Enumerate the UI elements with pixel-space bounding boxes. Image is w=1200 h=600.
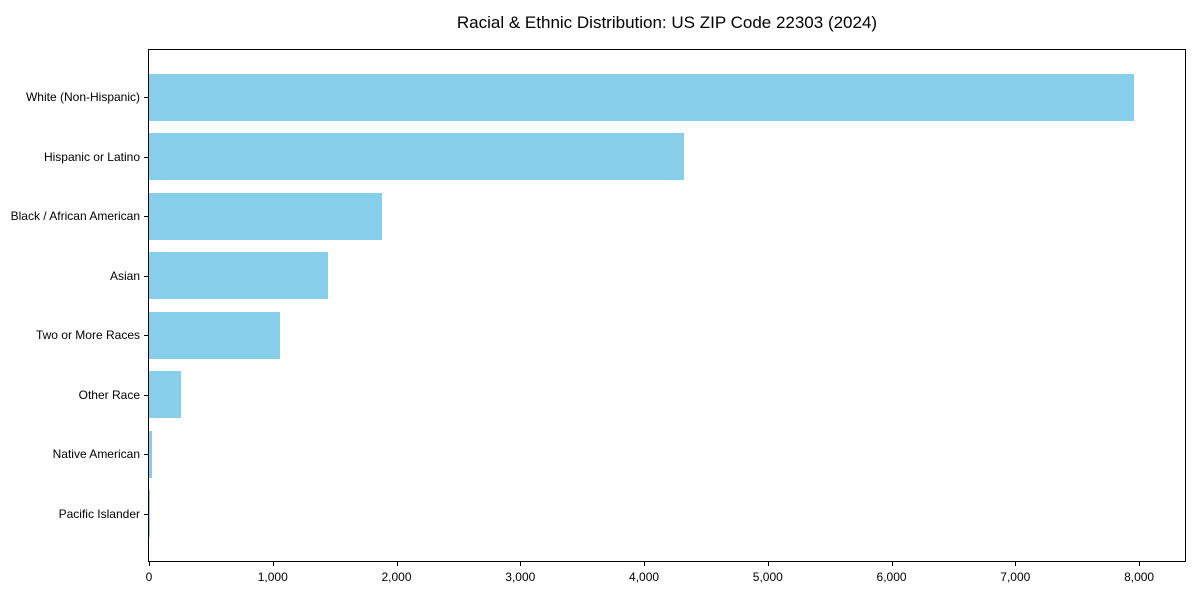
y-axis-tick	[144, 394, 148, 396]
x-axis-tick	[1139, 562, 1141, 566]
x-axis-tick	[149, 562, 150, 566]
y-tick-label-pacific-islander: Pacific Islander	[58, 506, 140, 521]
y-axis-tick	[144, 97, 148, 98]
x-axis-tick	[396, 562, 398, 566]
bar-asian	[149, 252, 329, 299]
x-axis-tick	[1015, 562, 1017, 566]
x-tick-label-0: 0	[145, 570, 153, 584]
x-axis-tick	[520, 562, 522, 566]
x-tick-label-8000: 8,000	[1124, 570, 1155, 584]
x-axis-labels: 0 1,000 2,000 3,000 4,000 5,000 6,000 7,000 8,00…	[145, 570, 1187, 586]
y-axis-tick	[144, 156, 148, 158]
y-axis-tick	[144, 513, 148, 515]
bar-other-race	[149, 371, 182, 418]
y-tick-label-other-race: Other Race	[78, 387, 140, 402]
x-tick-label-7000: 7,000	[1000, 570, 1031, 584]
y-tick-label-hispanic-or-latino: Hispanic or Latino	[43, 149, 140, 164]
bar-native-american	[149, 430, 153, 478]
x-tick-label-3000: 3,000	[505, 570, 536, 584]
y-axis-tick	[144, 454, 148, 455]
bar-hispanic-or-latino	[149, 133, 684, 180]
y-axis-tick	[144, 216, 148, 217]
x-axis-tick	[891, 562, 893, 566]
x-axis-tick	[767, 562, 769, 566]
x-tick-label-6000: 6,000	[876, 570, 907, 584]
y-tick-label-two-or-more-races: Two or More Races	[35, 328, 140, 342]
plot-area	[144, 49, 1186, 566]
y-tick-label-asian: Asian	[109, 268, 140, 283]
x-tick-label-4000: 4,000	[629, 570, 660, 584]
y-tick-label-black-african-american: Black / African American	[10, 209, 140, 223]
x-tick-label-2000: 2,000	[381, 570, 412, 584]
y-tick-label-native-american: Native American	[52, 447, 140, 461]
x-axis-tick	[644, 562, 646, 566]
y-axis-tick	[144, 335, 148, 336]
x-tick-label-1000: 1,000	[257, 570, 288, 584]
x-axis-tick	[272, 562, 274, 566]
chart-title: Racial & Ethnic Distribution: US ZIP Cod…	[456, 13, 878, 32]
y-axis-tick	[144, 275, 148, 277]
x-tick-label-5000: 5,000	[752, 570, 783, 584]
bar-black-african-american	[149, 192, 382, 240]
y-axis-labels: White (Non-Hispanic) Hispanic or Latino Bl…	[0, 49, 148, 562]
bar-pacific-islander	[149, 490, 150, 537]
y-tick-label-white-non-hispanic: White (Non-Hispanic)	[25, 90, 140, 104]
bar-white-non-hispanic	[149, 73, 1135, 121]
bar-two-or-more-races	[149, 311, 280, 359]
